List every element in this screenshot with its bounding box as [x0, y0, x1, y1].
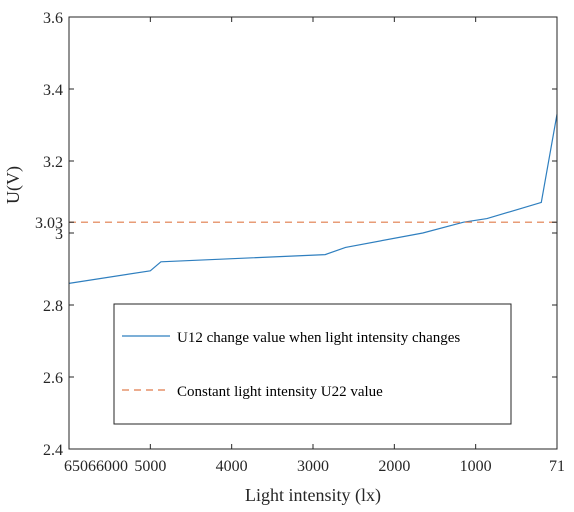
y-tick-label: 3.03 — [35, 215, 63, 232]
legend-label-u22: Constant light intensity U22 value — [177, 384, 383, 400]
ticks-layer: 65066000 5000 4000 3000 2000 1000 71 2.4 2.6 2.8 3… — [35, 10, 565, 475]
x-tick-label: 71 — [549, 458, 565, 475]
y-tick-label: 2.6 — [43, 370, 63, 387]
x-tick-label: 5000 — [134, 458, 166, 475]
series-line-u12 — [68, 114, 558, 284]
x-axis-label: Light intensity (lx) — [245, 485, 381, 506]
x-tick-label: 4000 — [216, 458, 248, 475]
y-tick-label: 3 — [55, 226, 63, 243]
y-tick-label: 2.4 — [43, 442, 63, 459]
series-layer — [68, 114, 558, 284]
legend: U12 change value when light intensity ch… — [113, 303, 512, 425]
y-tick-label: 3.6 — [43, 10, 63, 27]
y-axis-label: U(V) — [3, 166, 24, 204]
y-tick-label: 3.4 — [43, 82, 63, 99]
x-tick-label: 3000 — [297, 458, 329, 475]
x-tick-label: 1000 — [460, 458, 492, 475]
legend-box — [113, 303, 512, 425]
y-tick-label: 3.2 — [43, 154, 63, 171]
y-tick-label: 2.8 — [43, 298, 63, 315]
legend-label-u12: U12 change value when light intensity ch… — [177, 330, 460, 346]
x-tick-label: 65066000 — [64, 458, 128, 475]
x-tick-label: 2000 — [378, 458, 410, 475]
